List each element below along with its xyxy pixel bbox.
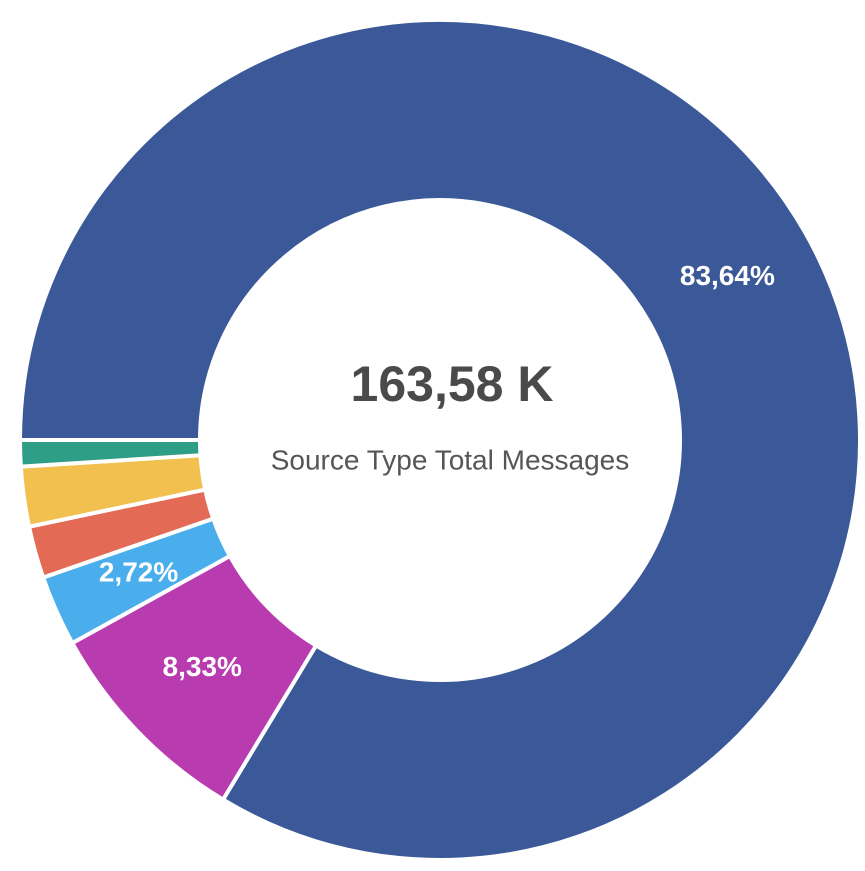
slice xyxy=(17,438,203,469)
center-label: Source Type Total Messages xyxy=(271,444,630,475)
slice xyxy=(17,18,862,862)
center-value: 163,58 K xyxy=(351,356,554,412)
value-label: 83,64% xyxy=(680,260,775,291)
value-label: 8,33% xyxy=(163,651,242,682)
value-label: 2,72% xyxy=(99,557,178,588)
